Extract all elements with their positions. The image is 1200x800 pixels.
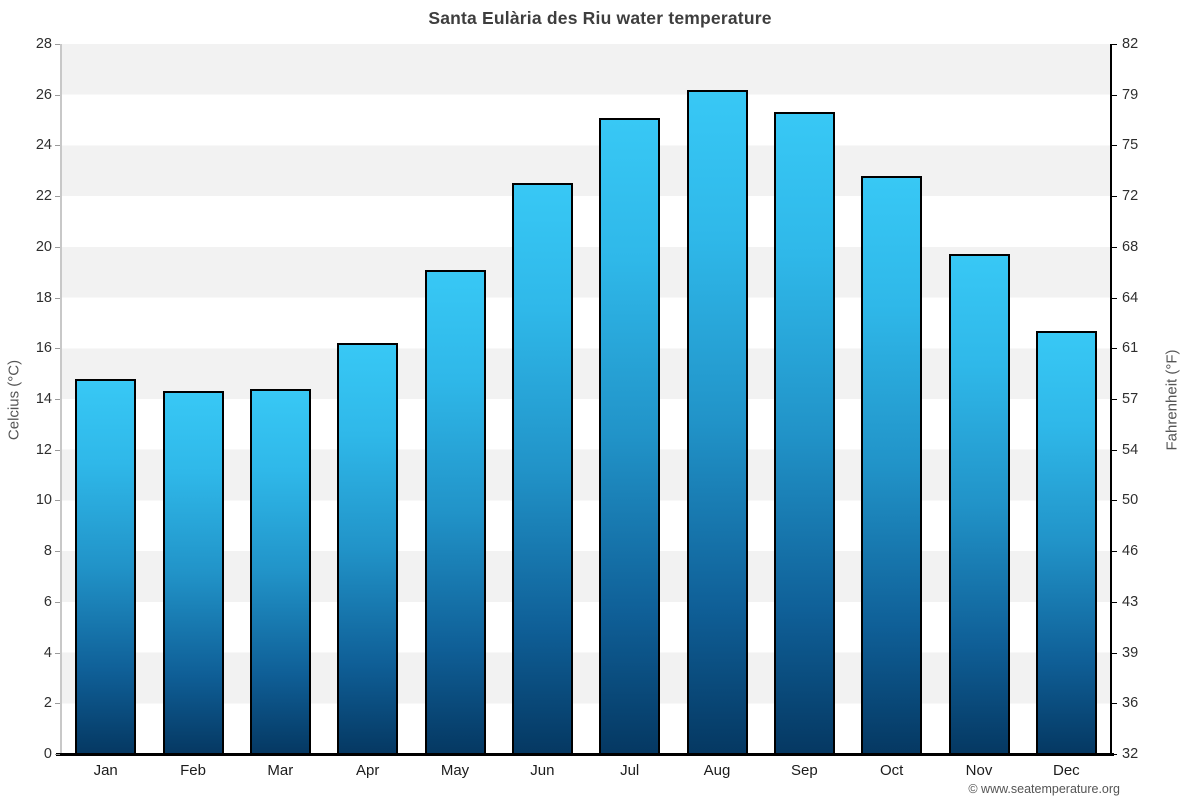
month-tick-label-oct: Oct xyxy=(879,762,904,779)
month-tick-label-mar: Mar xyxy=(267,762,294,779)
fahrenheit-tick-mark xyxy=(1110,652,1117,654)
fahrenheit-tick-mark xyxy=(1110,703,1117,705)
month-tick-label-jan: Jan xyxy=(93,762,118,779)
celsius-tick-label: 12 xyxy=(35,441,52,458)
celsius-tick-label: 28 xyxy=(35,35,52,52)
celsius-tick-label: 26 xyxy=(35,86,52,103)
celsius-tick-mark xyxy=(55,145,60,147)
chart-title: Santa Eulària des Riu water temperature xyxy=(428,8,772,28)
bar-sep xyxy=(773,112,835,754)
fahrenheit-tick-mark xyxy=(1110,94,1117,96)
celsius-tick-label: 18 xyxy=(35,289,52,306)
fahrenheit-tick-label: 64 xyxy=(1122,289,1139,306)
fahrenheit-tick-label: 82 xyxy=(1122,35,1139,52)
celsius-tick-mark xyxy=(55,399,60,400)
fahrenheit-tick-mark xyxy=(1110,44,1117,45)
fahrenheit-tick-label: 50 xyxy=(1122,492,1139,509)
bottom-axis-line xyxy=(56,753,1114,756)
fahrenheit-tick-mark xyxy=(1110,754,1117,755)
month-tick-label-dec: Dec xyxy=(1052,762,1080,779)
copyright-credit: © www.seatemperature.org xyxy=(968,782,1120,796)
celsius-tick-label: 20 xyxy=(35,238,52,255)
celsius-tick-mark xyxy=(55,94,60,96)
bar-jun xyxy=(511,183,573,754)
fahrenheit-axis-title: Fahrenheit (°F) xyxy=(1163,349,1181,451)
celsius-tick-label: 0 xyxy=(43,745,52,762)
bar-oct xyxy=(861,175,923,754)
right-axis-line xyxy=(1110,44,1112,756)
bar-nov xyxy=(948,254,1010,754)
celsius-tick-label: 6 xyxy=(43,593,52,610)
fahrenheit-tick-mark xyxy=(1110,601,1117,603)
bar-feb xyxy=(162,391,224,754)
left-axis-line xyxy=(60,44,62,754)
fahrenheit-tick-mark xyxy=(1110,399,1117,400)
bar-may xyxy=(424,269,486,754)
fahrenheit-tick-mark xyxy=(1110,449,1117,451)
fahrenheit-tick-label: 39 xyxy=(1122,644,1139,661)
month-tick-label-nov: Nov xyxy=(965,762,993,779)
bar-aug xyxy=(686,89,748,754)
celsius-tick-mark xyxy=(55,348,60,350)
bar-apr xyxy=(337,343,399,754)
bar-jan xyxy=(75,378,137,754)
celsius-tick-label: 10 xyxy=(35,492,52,509)
plot-area xyxy=(62,44,1110,754)
celsius-tick-mark xyxy=(55,44,60,45)
month-tick-label-feb: Feb xyxy=(180,762,206,779)
celsius-axis-title: Celcius (°C) xyxy=(5,359,23,441)
celsius-tick-label: 2 xyxy=(43,695,52,712)
celsius-tick-mark xyxy=(55,601,60,603)
month-tick-label-jul: Jul xyxy=(620,762,640,779)
celsius-tick-label: 4 xyxy=(43,644,52,661)
fahrenheit-tick-mark xyxy=(1110,500,1117,502)
celsius-tick-mark xyxy=(55,551,60,553)
celsius-tick-mark xyxy=(55,246,60,248)
fahrenheit-tick-label: 54 xyxy=(1122,441,1139,458)
celsius-tick-mark xyxy=(55,652,60,654)
celsius-tick-mark xyxy=(55,196,60,198)
celsius-tick-label: 14 xyxy=(35,390,52,407)
fahrenheit-tick-mark xyxy=(1110,145,1117,147)
month-tick-label-may: May xyxy=(440,762,470,779)
celsius-tick-mark xyxy=(55,449,60,451)
celsius-tick-mark xyxy=(55,297,60,299)
month-tick-label-sep: Sep xyxy=(790,762,818,779)
celsius-tick-label: 8 xyxy=(43,542,52,559)
fahrenheit-tick-label: 57 xyxy=(1122,390,1139,407)
month-tick-label-aug: Aug xyxy=(703,762,731,779)
fahrenheit-tick-label: 61 xyxy=(1122,340,1139,357)
fahrenheit-tick-label: 68 xyxy=(1122,238,1139,255)
month-tick-label-apr: Apr xyxy=(355,762,380,779)
fahrenheit-tick-mark xyxy=(1110,196,1117,198)
celsius-tick-mark xyxy=(55,500,60,502)
celsius-tick-mark xyxy=(55,703,60,705)
fahrenheit-tick-label: 32 xyxy=(1122,745,1139,762)
fahrenheit-tick-mark xyxy=(1110,246,1117,248)
month-tick-label-jun: Jun xyxy=(530,762,555,779)
celsius-tick-label: 22 xyxy=(35,187,52,204)
fahrenheit-tick-label: 72 xyxy=(1122,187,1139,204)
fahrenheit-tick-label: 46 xyxy=(1122,542,1139,559)
celsius-tick-mark xyxy=(55,754,60,755)
fahrenheit-tick-label: 43 xyxy=(1122,593,1139,610)
bar-mar xyxy=(249,388,311,754)
celsius-tick-label: 24 xyxy=(35,137,52,154)
fahrenheit-tick-label: 36 xyxy=(1122,695,1139,712)
fahrenheit-tick-mark xyxy=(1110,297,1117,299)
fahrenheit-tick-mark xyxy=(1110,348,1117,350)
fahrenheit-tick-label: 75 xyxy=(1122,137,1139,154)
bar-jul xyxy=(599,117,661,754)
celsius-tick-label: 16 xyxy=(35,340,52,357)
bar-dec xyxy=(1035,330,1097,754)
fahrenheit-tick-mark xyxy=(1110,551,1117,553)
fahrenheit-tick-label: 79 xyxy=(1122,86,1139,103)
